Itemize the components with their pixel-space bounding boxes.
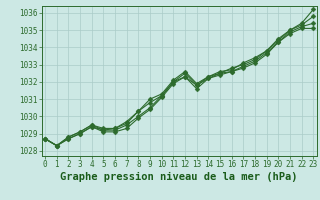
X-axis label: Graphe pression niveau de la mer (hPa): Graphe pression niveau de la mer (hPa) — [60, 172, 298, 182]
